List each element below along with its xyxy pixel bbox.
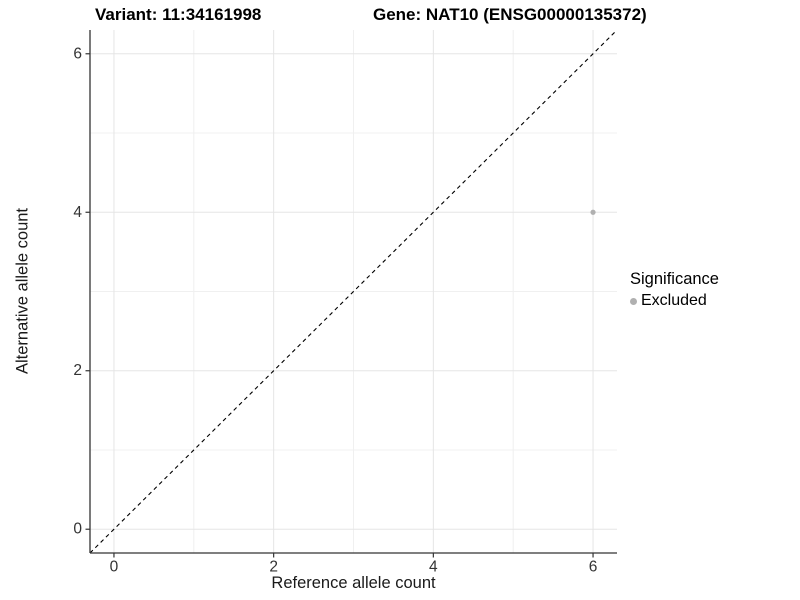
excluded-point-icon	[630, 297, 637, 305]
y-tick-label: 2	[73, 362, 82, 379]
x-tick-label: 6	[589, 558, 598, 575]
x-tick-label: 2	[269, 558, 278, 575]
data-point	[590, 209, 596, 215]
x-axis-title: Reference allele count	[271, 574, 436, 592]
legend: Significance Excluded	[630, 270, 719, 310]
x-tick-label: 0	[110, 558, 119, 575]
y-tick-label: 6	[73, 45, 82, 62]
legend-item-excluded: Excluded	[630, 292, 719, 310]
y-tick-label: 0	[73, 521, 82, 538]
x-tick-label: 4	[429, 558, 438, 575]
plot-title-gene: Gene: NAT10 (ENSG00000135372)	[373, 5, 647, 24]
legend-title: Significance	[630, 270, 719, 288]
y-tick-label: 4	[73, 204, 82, 221]
plot-title-variant: Variant: 11:34161998	[95, 5, 262, 24]
y-axis-title: Alternative allele count	[13, 207, 32, 375]
identity-line	[89, 29, 618, 554]
legend-item-label: Excluded	[641, 292, 707, 309]
